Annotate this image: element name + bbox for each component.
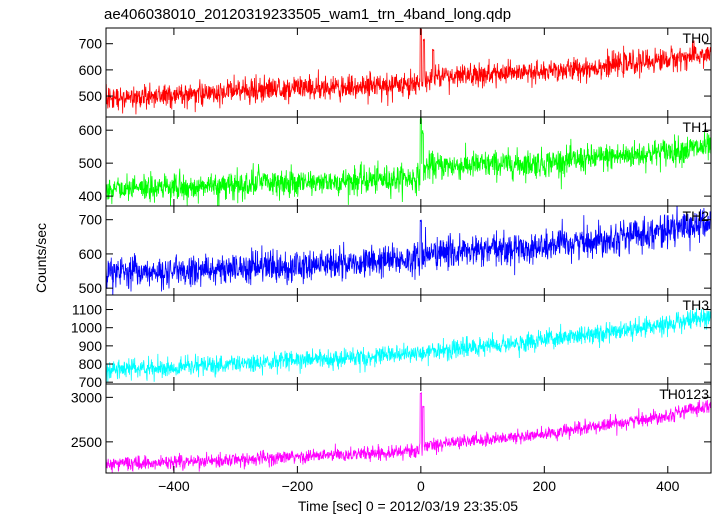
series-line-th0 — [106, 28, 711, 115]
series-line-th3 — [106, 308, 711, 384]
y-tick-label: 1000 — [71, 320, 102, 336]
x-axis-label: Time [sec] 0 = 2012/03/19 23:35:05 — [298, 498, 518, 514]
y-tick-label: 700 — [79, 212, 103, 228]
x-tick-label: 200 — [533, 478, 557, 494]
y-tick-label: 600 — [79, 62, 103, 78]
y-tick-label: 700 — [79, 374, 103, 390]
x-tick-label: 0 — [417, 478, 425, 494]
y-tick-label: 2500 — [71, 434, 102, 450]
y-tick-label: 500 — [79, 280, 103, 296]
panel-th2: 500 600 700 TH2 — [79, 205, 712, 296]
y-tick-label: 500 — [79, 155, 103, 171]
y-tick-label: 3000 — [71, 389, 102, 405]
x-tick-label: −400 — [158, 478, 190, 494]
y-tick-label: 600 — [79, 246, 103, 262]
panel-frame — [105, 27, 712, 118]
panel-label: TH0 — [683, 30, 710, 46]
y-tick-label: 500 — [79, 88, 103, 104]
panel-label: TH1 — [683, 119, 710, 135]
series-line-th1 — [106, 117, 711, 206]
series-line-th2 — [106, 206, 711, 295]
x-axis: −400 −200 0 200 400 — [158, 478, 680, 494]
y-tick-label: 700 — [79, 36, 103, 52]
panels-group: 500 600 700 TH0 400 500 600 TH1 500 600 700 TH2 700 8… — [71, 27, 712, 474]
panel-frame — [105, 383, 712, 474]
x-tick-label: 400 — [656, 478, 680, 494]
panel-label: TH3 — [683, 297, 710, 313]
y-tick-label: 1100 — [72, 302, 102, 318]
panel-th3: 700 800 900 1000 1100 TH3 — [71, 294, 712, 390]
series-line-th0123 — [106, 391, 711, 473]
y-tick-label: 600 — [79, 122, 103, 138]
chart-title: ae406038010_20120319233505_wam1_trn_4ban… — [104, 6, 512, 23]
x-tick-label: −200 — [282, 478, 314, 494]
panel-label: TH2 — [683, 208, 710, 224]
panel-th1: 400 500 600 TH1 — [79, 116, 712, 207]
y-tick-label: 800 — [79, 356, 103, 372]
panel-th0: 500 600 700 TH0 — [79, 27, 712, 118]
panel-th0123: 2500 3000 TH0123 — [71, 383, 712, 474]
y-axis-label: Counts/sec — [33, 223, 49, 293]
y-tick-label: 400 — [79, 188, 103, 204]
panel-label: TH0123 — [659, 386, 709, 402]
y-tick-label: 900 — [79, 338, 103, 354]
